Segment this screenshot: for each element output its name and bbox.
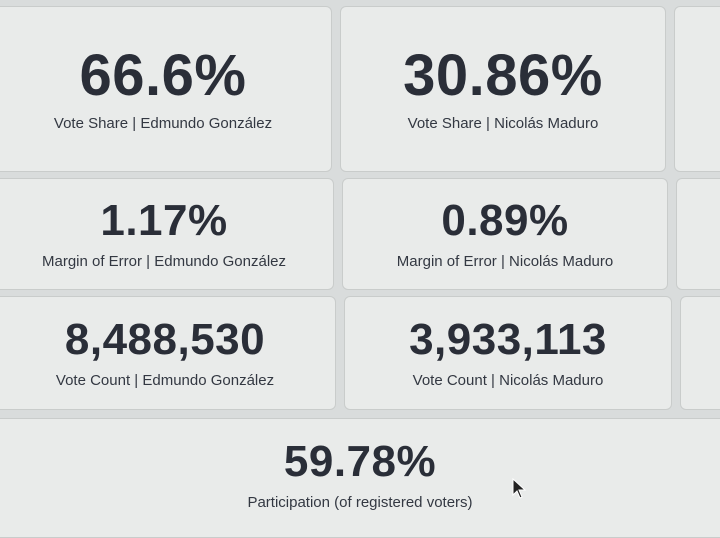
stat-label: Vote Count | Nicolás Maduro <box>412 371 604 389</box>
stat-value: 1.17% <box>100 195 228 245</box>
stat-value: 30.86% <box>403 42 603 108</box>
partial-card <box>674 6 720 172</box>
mouse-cursor <box>512 478 527 499</box>
stat-card: 3,933,113 Vote Count | Nicolás Maduro <box>344 296 672 410</box>
stat-card: 0.89% Margin of Error | Nicolás Maduro <box>342 178 668 290</box>
stat-card: 66.6% Vote Share | Edmundo González <box>0 6 332 172</box>
stat-card: 30.86% Vote Share | Nicolás Maduro <box>340 6 666 172</box>
stat-value: 0.89% <box>441 195 569 245</box>
stat-label: Vote Count | Edmundo González <box>55 371 275 389</box>
stat-value: 59.78% <box>283 436 437 486</box>
stat-label: Vote Share | Edmundo González <box>53 114 273 132</box>
stat-card: 59.78% Participation (of registered vote… <box>0 418 720 538</box>
stat-value: 66.6% <box>79 42 247 108</box>
stat-value: 3,933,113 <box>409 314 607 364</box>
partial-card <box>680 296 720 410</box>
stat-label: Participation (of registered voters) <box>247 493 473 511</box>
stat-value: 8,488,530 <box>64 314 266 364</box>
partial-card <box>676 178 720 290</box>
stat-card: 8,488,530 Vote Count | Edmundo González <box>0 296 336 410</box>
stat-card: 1.17% Margin of Error | Edmundo González <box>0 178 334 290</box>
stat-label: Margin of Error | Edmundo González <box>41 252 286 270</box>
stat-label: Vote Share | Nicolás Maduro <box>407 114 599 132</box>
stat-label: Margin of Error | Nicolás Maduro <box>396 252 614 270</box>
